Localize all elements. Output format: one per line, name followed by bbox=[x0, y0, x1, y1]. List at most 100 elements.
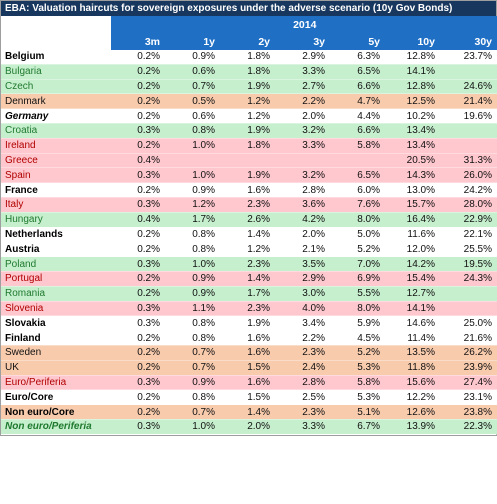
haircut-value-10y: 14.1% bbox=[386, 64, 441, 80]
haircut-value-2y: 1.6% bbox=[221, 345, 276, 361]
haircut-value-3m: 0.2% bbox=[111, 389, 166, 406]
country-name: Germany bbox=[1, 108, 111, 124]
haircut-value-30y: 26.2% bbox=[441, 345, 497, 361]
table-row: Portugal 0.2% 0.9% 1.4% 2.9% 6.9% 15.4% 24.3% bbox=[1, 271, 497, 287]
haircut-value-30y bbox=[441, 64, 497, 80]
haircut-value-5y: 5.2% bbox=[331, 241, 386, 258]
haircut-value-5y: 5.2% bbox=[331, 345, 386, 361]
maturity-header-3m: 3m bbox=[111, 34, 166, 50]
haircut-value-3y: 2.8% bbox=[276, 374, 331, 391]
haircut-value-3y: 2.7% bbox=[276, 79, 331, 95]
haircut-value-2y bbox=[221, 153, 276, 169]
haircut-value-5y: 5.9% bbox=[331, 315, 386, 332]
haircut-value-5y: 6.9% bbox=[331, 271, 386, 287]
haircut-value-3m: 0.2% bbox=[111, 241, 166, 258]
haircut-value-5y: 5.3% bbox=[331, 389, 386, 406]
haircut-value-5y: 4.5% bbox=[331, 330, 386, 346]
haircut-value-30y: 21.4% bbox=[441, 93, 497, 110]
haircut-value-3m: 0.2% bbox=[111, 64, 166, 80]
haircut-value-3m: 0.2% bbox=[111, 227, 166, 243]
haircut-value-10y: 11.4% bbox=[386, 330, 441, 346]
haircut-value-3y: 3.6% bbox=[276, 197, 331, 213]
haircut-value-3y: 4.2% bbox=[276, 212, 331, 228]
table-row: Sweden 0.2% 0.7% 1.6% 2.3% 5.2% 13.5% 26.2% bbox=[1, 345, 497, 361]
haircut-value-1y: 1.2% bbox=[166, 197, 221, 213]
haircut-value-1y: 1.7% bbox=[166, 212, 221, 228]
haircut-value-10y: 12.2% bbox=[386, 389, 441, 406]
haircut-value-3m: 0.2% bbox=[111, 93, 166, 110]
haircut-value-5y: 7.6% bbox=[331, 197, 386, 213]
haircut-value-10y: 16.4% bbox=[386, 212, 441, 228]
haircut-value-10y: 14.1% bbox=[386, 301, 441, 317]
table-row: Finland 0.2% 0.8% 1.6% 2.2% 4.5% 11.4% 21.6% bbox=[1, 330, 497, 346]
country-name: Non euro/Periferia bbox=[1, 419, 111, 435]
haircut-value-3y: 2.9% bbox=[276, 271, 331, 287]
haircut-value-30y: 23.8% bbox=[441, 404, 497, 420]
haircut-value-10y: 12.7% bbox=[386, 286, 441, 302]
haircut-value-3y: 2.5% bbox=[276, 389, 331, 406]
country-name: Spain bbox=[1, 167, 111, 184]
haircut-value-5y: 6.7% bbox=[331, 419, 386, 435]
haircut-value-10y: 13.0% bbox=[386, 182, 441, 198]
haircut-value-3y: 2.4% bbox=[276, 360, 331, 376]
haircut-value-1y: 0.9% bbox=[166, 286, 221, 302]
country-name: Ireland bbox=[1, 138, 111, 154]
haircut-value-1y: 0.5% bbox=[166, 93, 221, 110]
haircut-value-30y: 25.0% bbox=[441, 315, 497, 332]
country-name: Belgium bbox=[1, 50, 111, 65]
table-row: UK 0.2% 0.7% 1.5% 2.4% 5.3% 11.8% 23.9% bbox=[1, 360, 497, 376]
haircut-value-10y: 15.4% bbox=[386, 271, 441, 287]
haircut-value-3m: 0.2% bbox=[111, 182, 166, 198]
haircut-value-1y: 1.0% bbox=[166, 419, 221, 435]
haircut-value-3y: 2.1% bbox=[276, 241, 331, 258]
haircut-value-5y: 8.0% bbox=[331, 212, 386, 228]
haircut-value-2y: 1.8% bbox=[221, 50, 276, 65]
haircut-value-10y: 20.5% bbox=[386, 153, 441, 169]
haircut-value-30y: 22.9% bbox=[441, 212, 497, 228]
haircut-value-5y: 5.8% bbox=[331, 138, 386, 154]
haircut-value-2y: 1.6% bbox=[221, 182, 276, 198]
haircut-value-1y: 0.8% bbox=[166, 315, 221, 332]
haircut-value-2y: 1.5% bbox=[221, 360, 276, 376]
haircut-value-10y: 14.2% bbox=[386, 256, 441, 272]
haircut-value-5y: 4.4% bbox=[331, 108, 386, 124]
haircut-value-10y: 13.5% bbox=[386, 345, 441, 361]
haircut-value-2y: 1.7% bbox=[221, 286, 276, 302]
haircut-value-3y: 2.0% bbox=[276, 227, 331, 243]
haircut-value-3y: 3.3% bbox=[276, 64, 331, 80]
haircut-value-5y: 6.5% bbox=[331, 64, 386, 80]
country-name: Euro/Periferia bbox=[1, 374, 111, 391]
haircut-value-1y: 0.9% bbox=[166, 50, 221, 65]
haircut-value-5y: 4.7% bbox=[331, 93, 386, 110]
maturity-header-5y: 5y bbox=[331, 34, 386, 50]
haircut-value-3y: 2.9% bbox=[276, 50, 331, 65]
haircut-value-3m: 0.2% bbox=[111, 286, 166, 302]
haircut-value-1y: 0.9% bbox=[166, 271, 221, 287]
maturity-header-10y: 10y bbox=[386, 34, 441, 50]
haircut-value-30y bbox=[441, 138, 497, 154]
country-name: Portugal bbox=[1, 271, 111, 287]
maturity-header-row: 3m 1y 2y 3y 5y 10y 30y bbox=[1, 34, 497, 50]
table-row: Poland 0.3% 1.0% 2.3% 3.5% 7.0% 14.2% 19.5% bbox=[1, 256, 497, 272]
haircut-value-10y: 11.8% bbox=[386, 360, 441, 376]
haircut-value-1y: 0.8% bbox=[166, 227, 221, 243]
table-row: France 0.2% 0.9% 1.6% 2.8% 6.0% 13.0% 24.2% bbox=[1, 182, 497, 198]
haircut-value-30y: 31.3% bbox=[441, 153, 497, 169]
country-name: Bulgaria bbox=[1, 64, 111, 80]
haircut-value-3y: 2.8% bbox=[276, 182, 331, 198]
haircut-value-3y: 2.3% bbox=[276, 345, 331, 361]
haircut-value-30y: 24.2% bbox=[441, 182, 497, 198]
haircut-value-3y: 2.3% bbox=[276, 404, 331, 420]
haircut-value-3y: 3.3% bbox=[276, 419, 331, 435]
haircut-value-2y: 1.2% bbox=[221, 108, 276, 124]
table-row: Germany 0.2% 0.6% 1.2% 2.0% 4.4% 10.2% 19.6% bbox=[1, 108, 497, 124]
haircut-table: 2014 3m 1y 2y 3y 5y 10y 30y Belgium 0.2% 0.9% 1.8… bbox=[1, 16, 497, 435]
country-name: Italy bbox=[1, 197, 111, 213]
table-row: Slovenia 0.3% 1.1% 2.3% 4.0% 8.0% 14.1% bbox=[1, 301, 497, 317]
table-row: Austria 0.2% 0.8% 1.2% 2.1% 5.2% 12.0% 25.5% bbox=[1, 241, 497, 258]
haircut-value-1y: 0.6% bbox=[166, 108, 221, 124]
country-name: Netherlands bbox=[1, 227, 111, 243]
haircut-value-3m: 0.2% bbox=[111, 330, 166, 346]
haircut-value-10y: 15.6% bbox=[386, 374, 441, 391]
year-header: 2014 bbox=[111, 16, 497, 34]
